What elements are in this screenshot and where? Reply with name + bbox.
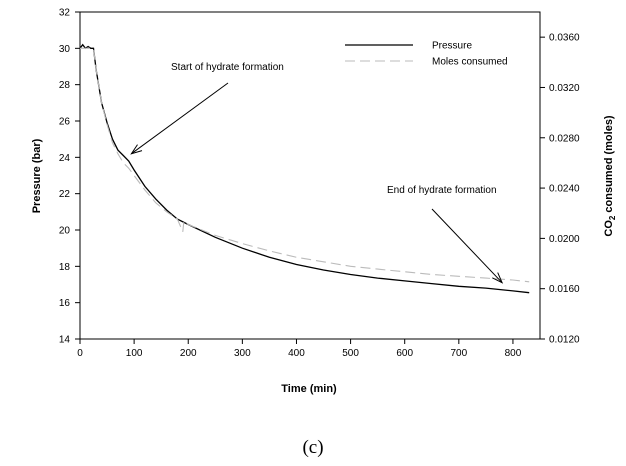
annotation-text-1: End of hydrate formation [387, 185, 497, 196]
y-axis-right-label-post: consumed (moles) [603, 115, 615, 216]
y-right-tick-label: 0.0320 [549, 83, 580, 94]
x-tick-label: 600 [396, 348, 413, 359]
y-axis-right-label-pre: CO [603, 220, 615, 237]
annotation-text-0: Start of hydrate formation [171, 62, 284, 73]
y-axis-right-label-sub: 2 [608, 215, 617, 220]
series-line-0 [79, 43, 530, 294]
y-left-tick-label: 32 [59, 8, 71, 19]
legend-label-1: Moles consumed [432, 57, 508, 68]
annotation-arrow-0 [131, 82, 229, 155]
series-layer [79, 43, 530, 294]
x-axis-label: Time (min) [281, 383, 337, 395]
y-right-tick-label: 0.0360 [549, 33, 580, 44]
axes-layer: 0 100 200 300 400 500 600 700 800 14 16 18 20 22 24 26 2… [59, 8, 580, 360]
plot-frame [79, 11, 541, 340]
y-right-tick-label: 0.0160 [549, 284, 580, 295]
plot-area [79, 11, 541, 340]
y-left-tick-label: 18 [59, 262, 71, 273]
figure-caption: (c) [302, 437, 323, 458]
x-tick-label: 200 [180, 348, 197, 359]
series-line-1 [80, 47, 530, 283]
x-tick-label: 0 [77, 348, 83, 359]
y-right-tick-label: 0.0240 [549, 184, 580, 195]
y-left-tick-label: 26 [59, 117, 71, 128]
x-tick-label: 500 [342, 348, 359, 359]
x-tick-label: 400 [288, 348, 305, 359]
x-tick-label: 700 [450, 348, 467, 359]
x-tick-label: 300 [234, 348, 251, 359]
x-tick-label: 800 [505, 348, 522, 359]
y-axis-right-label: CO2 consumed (moles) [603, 115, 617, 237]
legend-label-0: Pressure [432, 41, 472, 52]
y-left-tick-label: 22 [59, 189, 71, 200]
x-tick-label: 100 [126, 348, 143, 359]
y-axis-left-label: Pressure (bar) [31, 138, 43, 213]
annotations: Start of hydrate formation End of hydrate… [130, 62, 504, 284]
annotation-arrowhead-0 [130, 144, 143, 155]
y-left-tick-label: 20 [59, 226, 71, 237]
y-left-tick-label: 14 [59, 335, 71, 346]
y-right-tick-label: 0.0120 [549, 335, 580, 346]
annotation-arrowhead-1 [492, 272, 504, 284]
y-right-tick-label: 0.0200 [549, 234, 580, 245]
y-left-tick-label: 28 [59, 80, 71, 91]
legend: Pressure Moles consumed [345, 41, 508, 68]
y-left-tick-label: 24 [59, 153, 71, 164]
annotation-arrow-1 [431, 208, 503, 284]
y-right-tick-label: 0.0280 [549, 133, 580, 144]
y-left-tick-label: 16 [59, 298, 71, 309]
y-left-tick-label: 30 [59, 44, 71, 55]
